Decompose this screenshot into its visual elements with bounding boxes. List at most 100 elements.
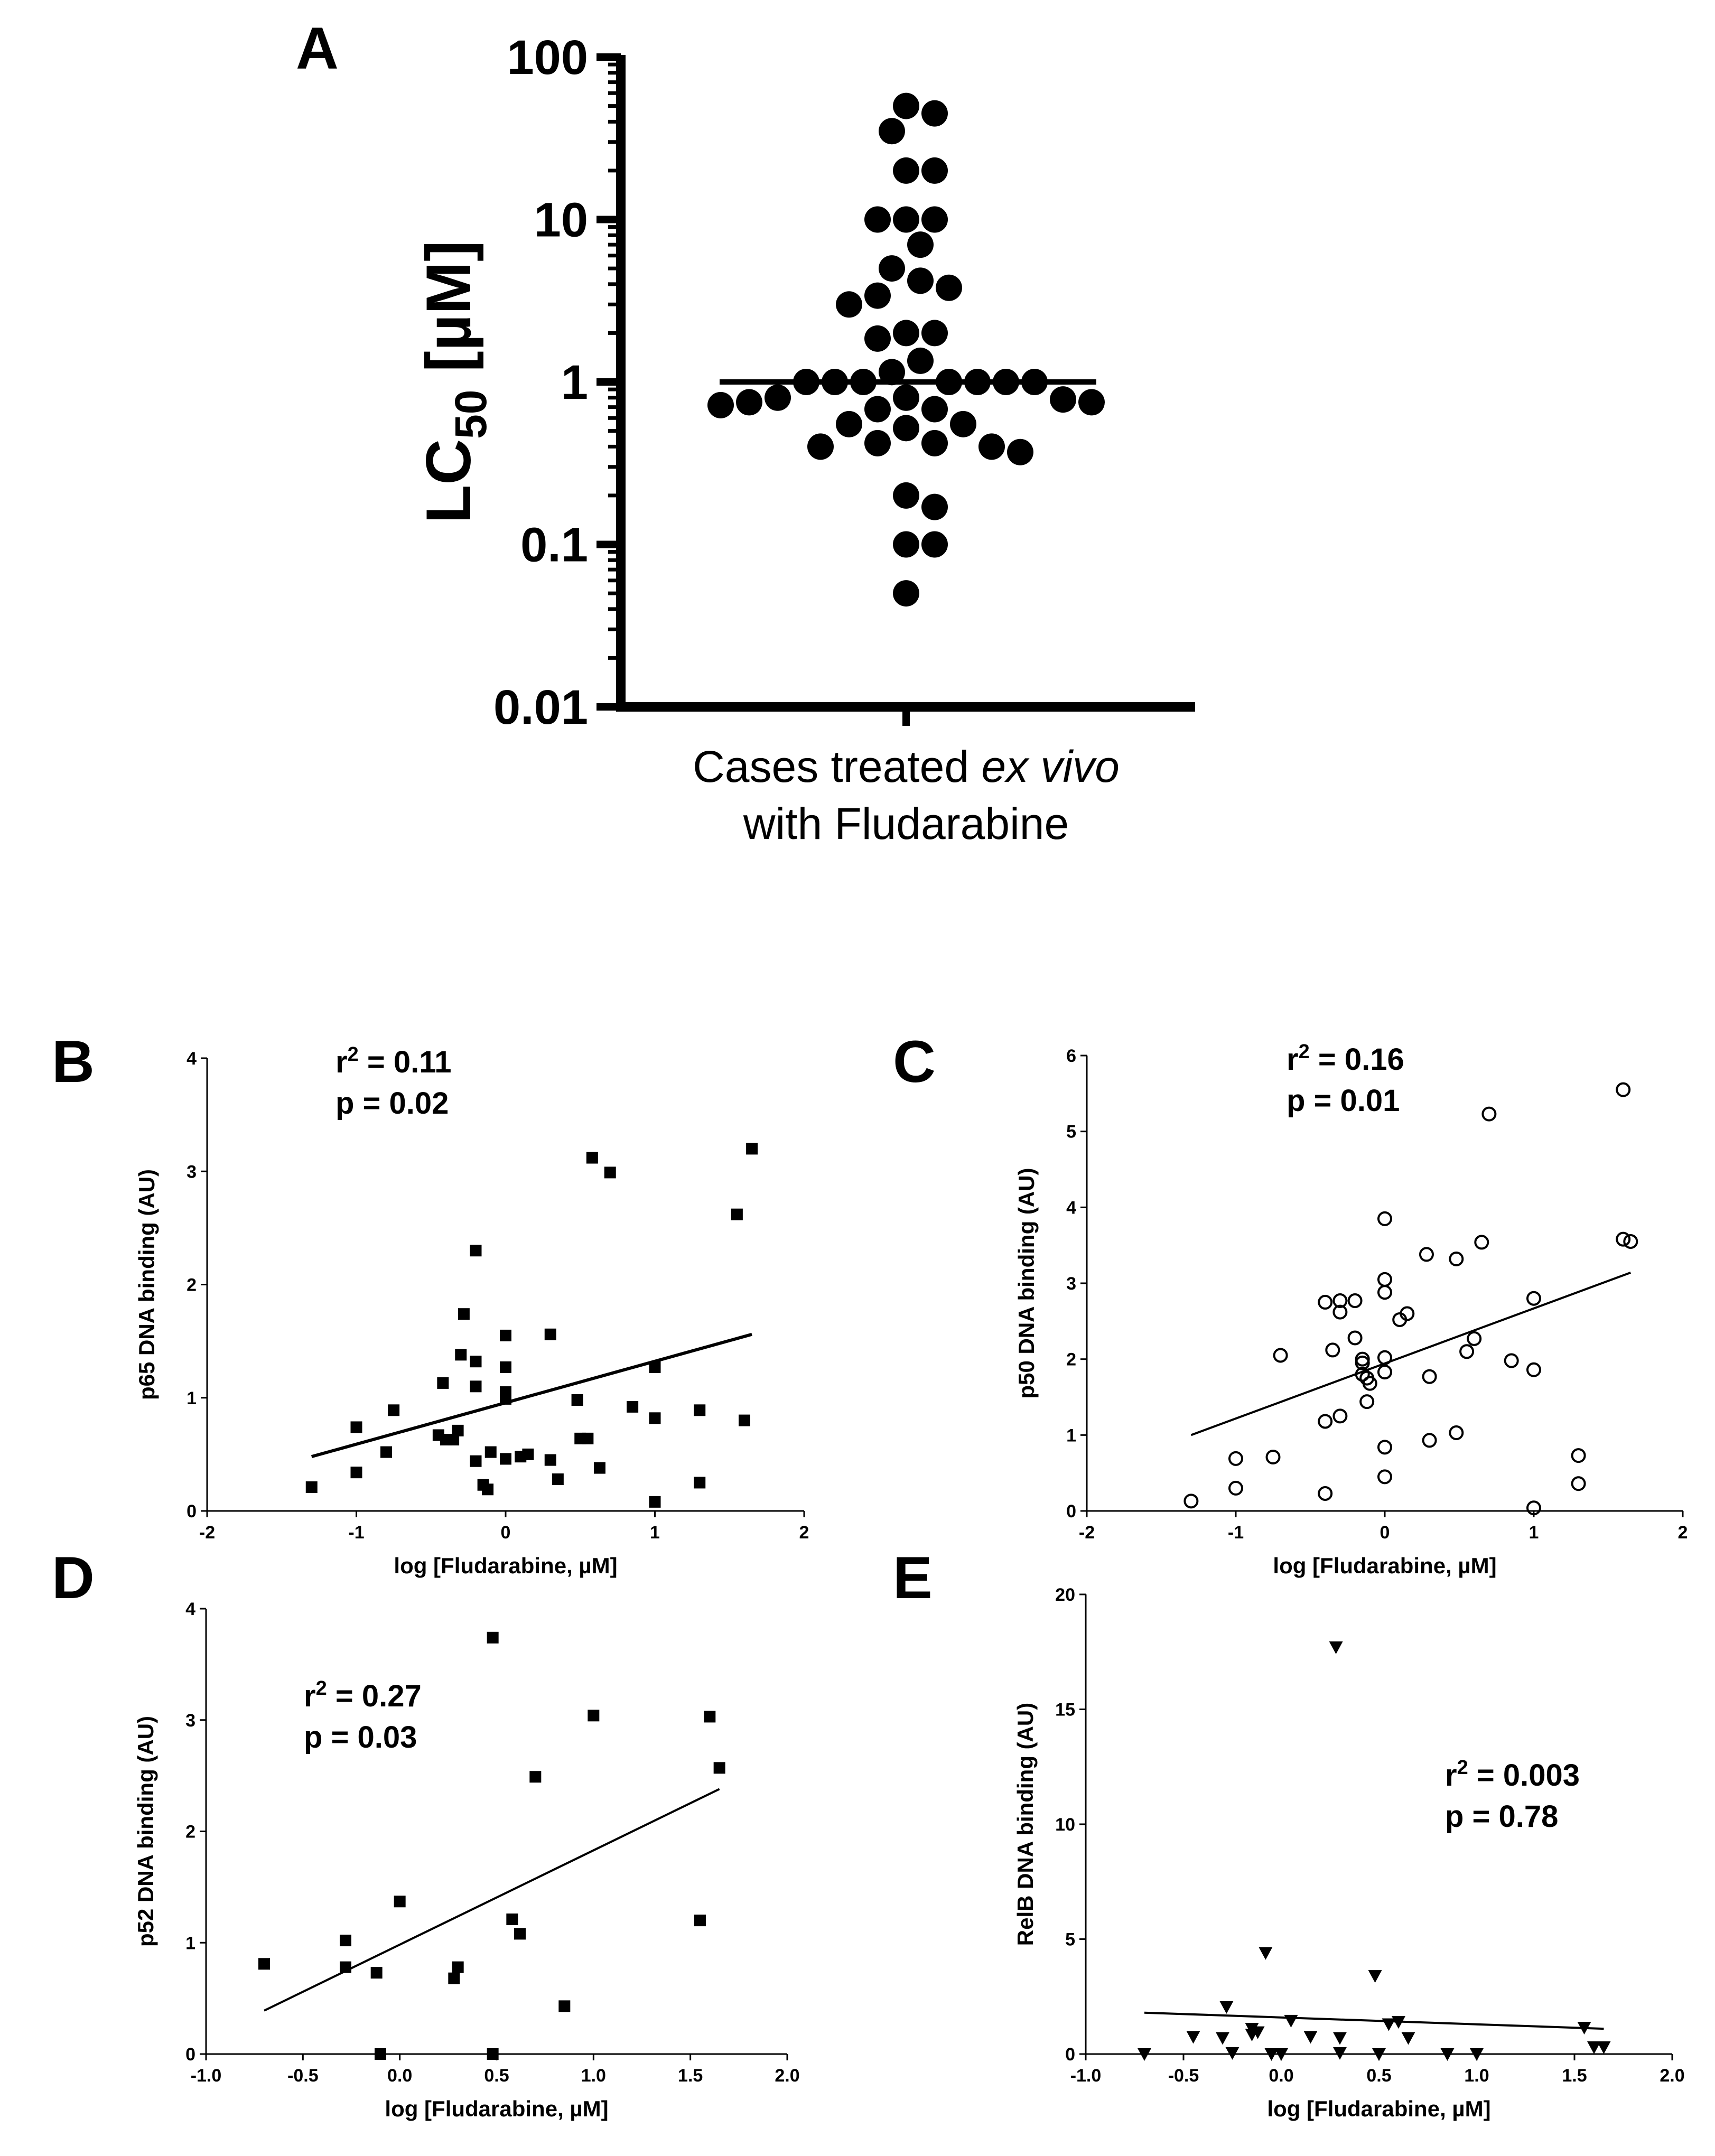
y-tick-label: 0 — [1066, 1501, 1076, 1522]
data-point — [822, 369, 848, 395]
data-point — [340, 1961, 351, 1973]
data-point — [936, 274, 962, 301]
data-point — [893, 531, 919, 558]
y-axis-label: p52 DNA binding (AU) — [133, 1716, 158, 1947]
data-point — [921, 206, 948, 233]
data-point — [500, 1453, 511, 1465]
data-point — [993, 369, 1019, 395]
data-point — [1526, 1291, 1541, 1306]
x-tick-label: 2.0 — [775, 2066, 799, 2086]
data-point — [452, 1424, 464, 1436]
x-tick-label: 1 — [650, 1523, 660, 1543]
data-point — [893, 157, 919, 184]
data-point — [350, 1467, 362, 1479]
stat-r: r — [1287, 1042, 1299, 1077]
y-tick-label-a: 0.1 — [520, 518, 588, 572]
data-point — [1303, 2031, 1318, 2044]
y-tick-label: 5 — [1065, 1930, 1075, 1950]
data-point — [380, 1446, 392, 1458]
data-point — [1504, 1353, 1519, 1368]
data-point — [836, 410, 862, 437]
x-axis-label: log [Fludarabine, µM] — [385, 2096, 608, 2121]
data-point — [1382, 2018, 1396, 2031]
data-point — [921, 157, 948, 184]
data-point — [936, 369, 962, 395]
data-point — [305, 1481, 318, 1494]
regression-line — [1144, 2011, 1604, 2030]
data-point — [704, 1711, 716, 1723]
y-tick-label: 5 — [1066, 1122, 1076, 1142]
data-point — [506, 1913, 518, 1925]
data-point — [1265, 1449, 1281, 1464]
data-point — [1377, 1272, 1392, 1287]
panel-b: B 0 1 2 3 4 -2 -1 0 1 2 log [Fludarabine, µM] p65 DN… — [52, 1029, 809, 1578]
y-tick-label: 4 — [185, 1599, 195, 1619]
data-point — [258, 1958, 270, 1970]
x-tick-label: -2 — [1079, 1523, 1095, 1543]
y-tick-label-a: 0.01 — [493, 680, 588, 734]
data-point — [522, 1448, 534, 1460]
data-point — [893, 580, 919, 607]
data-point — [340, 1935, 351, 1947]
data-point — [707, 391, 734, 418]
y-axis-label: p65 DNA binding (AU) — [134, 1169, 159, 1400]
data-point — [1597, 2041, 1611, 2054]
y-axis-label: p50 DNA binding (AU) — [1014, 1168, 1039, 1398]
x-tick-label: 2 — [1678, 1523, 1688, 1543]
data-point — [529, 1771, 542, 1783]
data-point — [746, 1143, 758, 1155]
panel-letter-d: D — [52, 1545, 95, 1611]
data-point — [1228, 1451, 1243, 1466]
data-point — [1400, 1306, 1415, 1321]
data-point — [649, 1361, 661, 1373]
data-point — [1368, 1970, 1382, 1983]
data-point — [850, 369, 877, 395]
data-point — [448, 1434, 460, 1446]
data-point — [921, 493, 948, 520]
x-axis-label: log [Fludarabine, µM] — [1267, 2096, 1490, 2121]
stat-p: p = 0.01 — [1287, 1084, 1400, 1118]
stat-rest: = 0.11 — [359, 1045, 452, 1079]
stat-sup: 2 — [1299, 1041, 1310, 1063]
data-point — [893, 320, 919, 347]
data-point — [893, 92, 919, 119]
data-point — [586, 1152, 598, 1164]
data-point — [864, 282, 891, 309]
data-point — [893, 206, 919, 233]
stat-rest: = 0.27 — [327, 1679, 422, 1713]
data-point — [1264, 2048, 1279, 2061]
panel-d: D 0 1 2 3 4 -1.0 -0.5 0.0 0.5 1.0 1.5 2.0 log [Fludar… — [52, 1545, 800, 2121]
data-point — [1007, 438, 1033, 465]
data-point — [978, 433, 1005, 460]
data-point — [544, 1454, 556, 1466]
x-tick-label: -1 — [1228, 1523, 1244, 1543]
data-point — [1284, 2014, 1298, 2028]
data-point — [1467, 1331, 1482, 1346]
data-point — [765, 384, 791, 411]
data-point — [1050, 386, 1076, 413]
stat-r: r — [335, 1045, 348, 1079]
data-point — [950, 410, 976, 437]
stat-r: r — [1445, 1758, 1457, 1793]
data-point — [552, 1473, 564, 1486]
x-tick-label: 0 — [501, 1523, 511, 1543]
data-point — [1470, 2048, 1484, 2061]
data-point — [1526, 1362, 1541, 1377]
data-point — [604, 1166, 616, 1179]
y-axis-label-unit: [µM] — [413, 240, 484, 389]
data-point — [470, 1455, 482, 1467]
y-axis-label: RelB DNA binding (AU) — [1013, 1703, 1038, 1946]
panel-c: C 0 1 2 3 4 5 6 -2 -1 0 1 2 log [Fludarabine, µM] p50 … — [893, 1029, 1688, 1578]
data-point — [458, 1308, 470, 1320]
data-point — [1459, 1344, 1475, 1359]
data-point — [1347, 1330, 1363, 1346]
data-point — [1347, 1293, 1363, 1309]
data-point — [588, 1710, 600, 1722]
stat-p: p = 0.02 — [335, 1086, 449, 1121]
data-point — [593, 1462, 605, 1474]
data-point — [1377, 1440, 1392, 1455]
y-tick-label: 1 — [1066, 1425, 1076, 1445]
data-point — [1325, 1342, 1340, 1358]
data-point — [921, 396, 948, 423]
